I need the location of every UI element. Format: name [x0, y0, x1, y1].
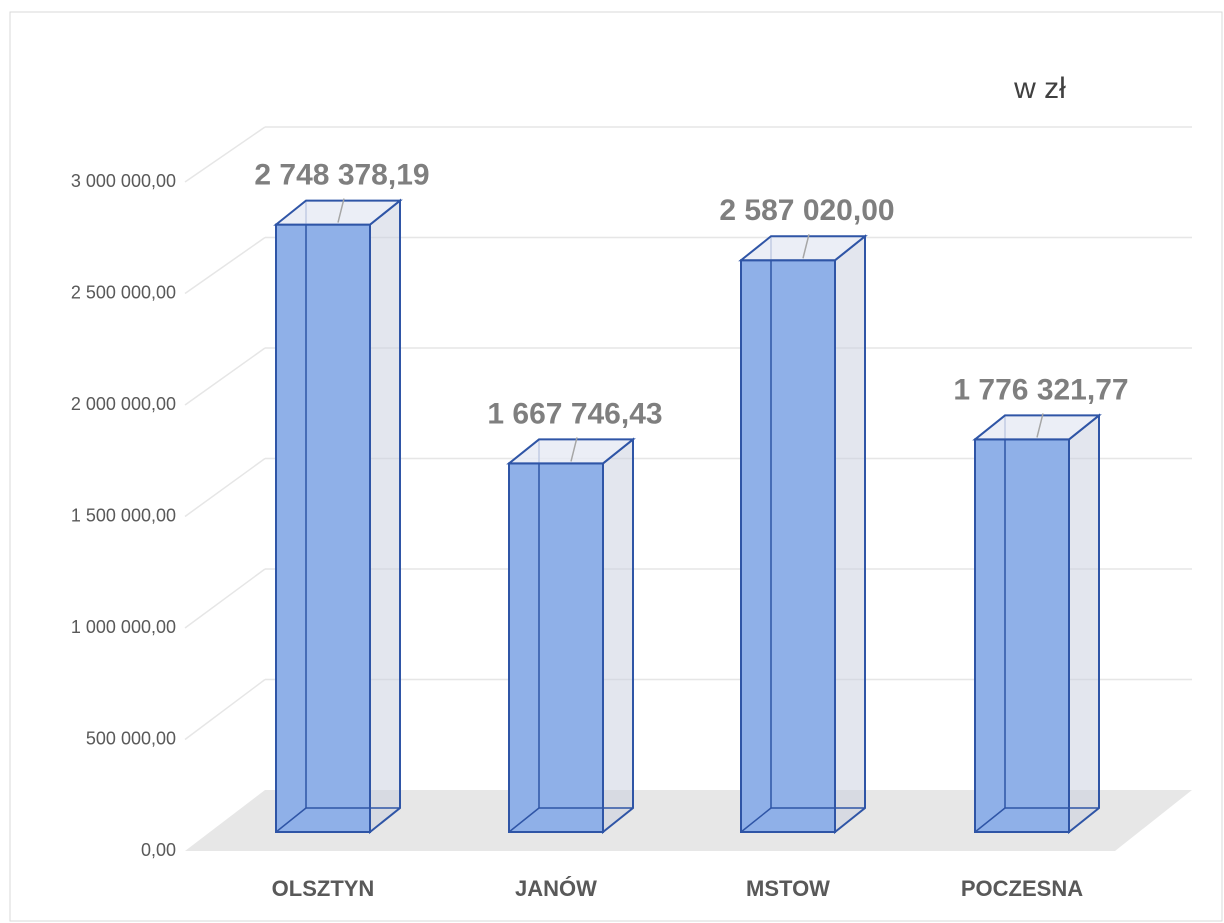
value-label: 1 776 321,77	[953, 373, 1128, 406]
y-tick-label: 0,00	[141, 840, 176, 860]
bar-top	[738, 235, 868, 262]
y-tick-label: 3 000 000,00	[71, 171, 176, 191]
x-tick-label: OLSZTYN	[272, 876, 375, 901]
bar-top	[273, 199, 403, 226]
grid-line	[184, 236, 266, 295]
bar-front	[508, 462, 604, 833]
bar-side	[602, 437, 634, 835]
bar-top	[972, 414, 1102, 441]
leader-line	[1036, 413, 1044, 438]
bar	[738, 234, 868, 835]
value-label: 1 667 746,43	[487, 397, 662, 430]
grid-line	[184, 678, 266, 741]
x-tick-label: POCZESNA	[961, 876, 1083, 901]
y-tick-label: 1 500 000,00	[71, 505, 176, 525]
y-tick-label: 2 500 000,00	[71, 282, 176, 302]
bar	[273, 198, 403, 835]
y-tick-label: 2 000 000,00	[71, 394, 176, 414]
y-tick-label: 500 000,00	[86, 728, 176, 748]
grid-line	[184, 347, 266, 406]
bar-top	[506, 438, 636, 465]
bar-edge	[740, 807, 772, 833]
bar-edge	[275, 807, 307, 833]
floor	[185, 790, 1192, 851]
grid-line	[184, 457, 266, 518]
leader-line	[802, 234, 810, 259]
bar	[506, 437, 636, 835]
unit-note: w zł	[1013, 72, 1066, 105]
leader-line	[570, 437, 578, 462]
bar-front	[974, 438, 1070, 833]
bar-side	[369, 198, 401, 835]
bar-edge	[508, 807, 540, 833]
bar-side	[834, 234, 866, 835]
value-label: 2 587 020,00	[719, 194, 894, 227]
x-tick-label: MSTOW	[746, 876, 830, 901]
bar	[972, 413, 1102, 835]
chart-border	[9, 11, 1223, 922]
leader-line	[337, 198, 345, 223]
grid-line	[184, 126, 266, 183]
x-tick-label: JANÓW	[515, 876, 597, 901]
bar-front	[740, 259, 836, 834]
grid-line	[184, 568, 266, 629]
y-tick-label: 1 000 000,00	[71, 617, 176, 637]
value-label: 2 748 378,19	[254, 159, 429, 192]
bar-edge	[974, 807, 1006, 833]
bar-side	[1068, 413, 1100, 835]
bar-front	[275, 223, 371, 834]
